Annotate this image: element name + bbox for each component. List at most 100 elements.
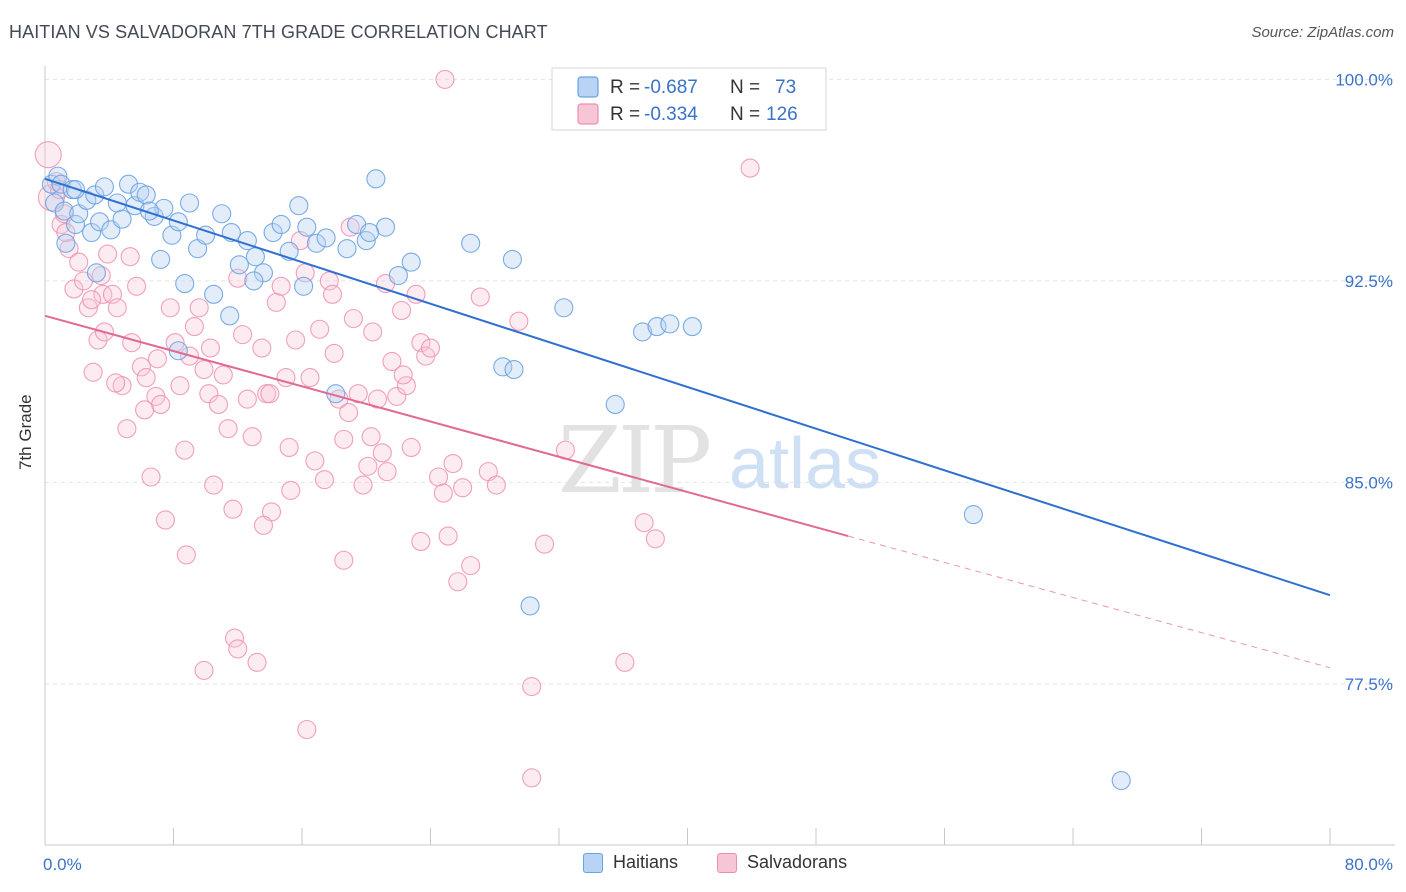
legend-n-label-2: N = [730, 104, 760, 125]
salvadoran-point [363, 322, 383, 342]
salvadoran-point [300, 368, 320, 388]
salvadoran-point [170, 376, 190, 396]
legend-swatch-haitians [577, 76, 599, 98]
salvadoran-point [218, 419, 238, 439]
salvadoran-point [237, 389, 257, 409]
salvadoran-point [82, 290, 102, 310]
salvadoran-point [281, 480, 301, 500]
legend-r-label-2: R = [610, 104, 640, 125]
salvadoran-point [253, 515, 274, 535]
watermark-zip: ZIP [558, 407, 709, 514]
haitian-point [294, 276, 314, 296]
haitian-point [337, 239, 357, 259]
haitian-point [112, 209, 132, 229]
salvadoran-point [122, 333, 142, 353]
haitians-trend-line [44, 177, 1331, 597]
haitian-point [82, 222, 102, 243]
haitian-point [271, 214, 291, 235]
salvadoran-point [740, 158, 760, 178]
salvadoran-point [387, 386, 407, 406]
haitian-point [682, 317, 702, 337]
salvadoran-point [420, 338, 441, 358]
salvadoran-point [213, 365, 233, 385]
salvadoran-point [107, 298, 127, 318]
trend-lines [44, 177, 1331, 669]
salvadoran-point [433, 483, 453, 503]
haitian-point [229, 255, 249, 275]
bottom-legend-haitians-swatch [583, 852, 603, 873]
haitian-point [86, 263, 106, 283]
bottom-legend-haitians-label: Haitians [613, 852, 679, 872]
salvadoran-point [34, 141, 62, 169]
salvadoran-point [361, 427, 381, 447]
bottom-legend-salvadorans: Salvadorans [717, 852, 847, 873]
haitian-point [375, 217, 396, 237]
haitian-point [306, 233, 327, 253]
salvadoran-point [64, 279, 84, 299]
salvadoran-point [176, 545, 196, 565]
haitian-point [180, 193, 200, 213]
chart-title: HAITIAN VS SALVADORAN 7TH GRADE CORRELAT… [9, 22, 548, 42]
salvadoran-point [634, 513, 654, 533]
bottom-legend-salvadorans-swatch [717, 852, 737, 873]
salvadoran-point [151, 394, 171, 415]
salvadoran-point [367, 389, 388, 409]
salvadoran-point [470, 287, 490, 307]
salvadoran-point [297, 719, 317, 740]
gridlines [45, 78, 1395, 685]
salvadoran-point [228, 639, 248, 659]
haitian-point [1111, 770, 1131, 791]
haitian-point [316, 228, 336, 248]
haitian-point [45, 193, 65, 213]
y-tick-labels: 77.5% 85.0% 92.5% 100.0% [1335, 70, 1393, 693]
salvadoran-point [59, 239, 79, 259]
salvadoran-point [396, 376, 416, 396]
salvadoran-point [208, 394, 229, 415]
haitian-point [554, 298, 574, 318]
salvadoran-point [522, 768, 542, 788]
salvadoran-point [98, 244, 118, 264]
haitian-point [245, 247, 265, 267]
haitian-point [204, 284, 224, 304]
salvadoran-point [204, 475, 224, 495]
salvadoran-point [199, 384, 219, 404]
salvadoran-point [175, 440, 195, 460]
haitian-point [660, 314, 680, 334]
legend-r-value-1: -0.687 [644, 77, 698, 98]
y-tick-label: 85.0% [1345, 473, 1393, 492]
salvadoran-point [242, 427, 262, 447]
haitian-point [520, 596, 540, 616]
haitian-point [90, 212, 110, 232]
salvadoran-point [645, 529, 665, 549]
bottom-legend-haitians: Haitians [583, 852, 678, 873]
salvadoran-point [448, 572, 468, 592]
haitian-point [65, 214, 86, 235]
salvadoran-point [509, 311, 529, 331]
salvadoran-point [353, 475, 373, 495]
legend-swatch-salvadorans [577, 103, 599, 125]
haitian-point [56, 233, 76, 253]
salvadoran-point [406, 284, 426, 304]
haitian-point [175, 274, 195, 294]
haitian-point [963, 505, 983, 525]
haitian-point [244, 271, 264, 291]
salvadoran-point [401, 437, 421, 457]
haitian-point [605, 394, 625, 415]
haitian-point [263, 222, 283, 243]
haitian-point [502, 249, 522, 269]
salvadoran-point [339, 402, 359, 423]
salvadoran-point [69, 252, 89, 272]
bottom-legend-salvadorans-label: Salvadorans [747, 852, 848, 872]
salvadoran-point [453, 478, 473, 498]
haitian-point [401, 252, 421, 272]
salvadoran-point [377, 462, 397, 482]
salvadoran-point [343, 308, 363, 329]
haitian-point [253, 263, 274, 283]
haitian-point [493, 357, 513, 377]
salvadoran-point [233, 325, 253, 345]
salvadoran-point [615, 652, 635, 672]
salvadoran-point [322, 284, 343, 304]
salvadoran-point [382, 351, 402, 372]
salvadoran-point [184, 317, 204, 337]
